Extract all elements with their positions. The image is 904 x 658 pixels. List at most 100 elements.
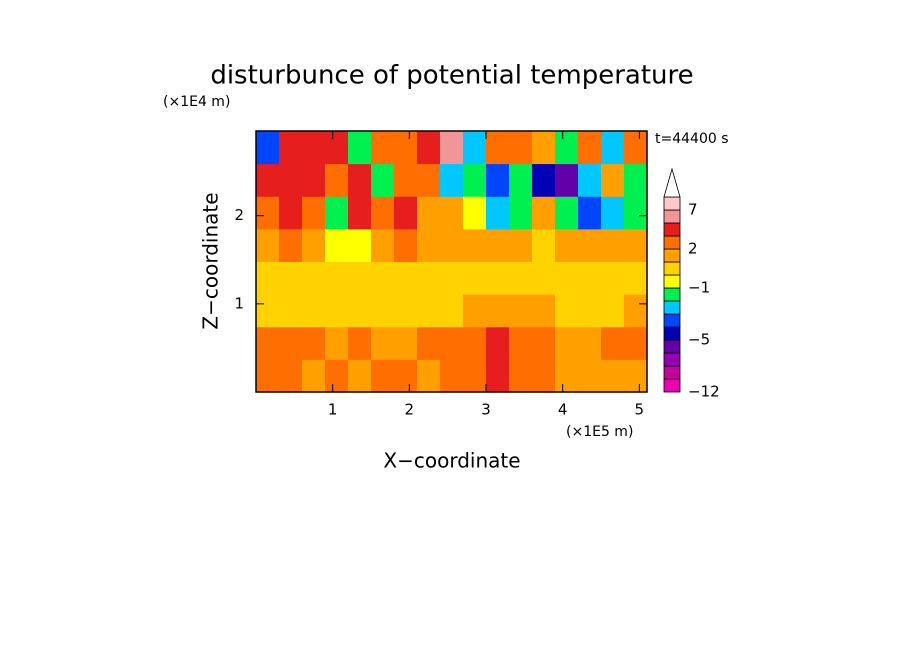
contour-cell bbox=[325, 228, 349, 262]
contour-cell bbox=[256, 261, 280, 295]
colorbar-tick-label: −5 bbox=[688, 331, 710, 349]
contour-cell bbox=[371, 261, 395, 295]
colorbar-segment bbox=[663, 261, 681, 276]
contour-cell bbox=[348, 294, 372, 328]
contour-cell bbox=[601, 359, 625, 393]
contour-cell bbox=[440, 359, 464, 393]
contour-cell bbox=[532, 359, 556, 393]
x-tick-label: 3 bbox=[481, 401, 491, 419]
contour-cell bbox=[325, 163, 349, 197]
contour-cell bbox=[371, 228, 395, 262]
contour-cell bbox=[302, 359, 326, 393]
contour-cell bbox=[302, 196, 326, 230]
contour-cell bbox=[256, 294, 280, 328]
contour-cell bbox=[440, 163, 464, 197]
contour-cell bbox=[394, 196, 418, 230]
x-tick-label: 4 bbox=[558, 401, 568, 419]
colorbar-tick-label: −12 bbox=[688, 383, 720, 401]
contour-cell bbox=[417, 261, 441, 295]
contour-cell bbox=[394, 261, 418, 295]
contour-cell bbox=[509, 163, 533, 197]
contour-cell bbox=[417, 131, 441, 165]
contour-cell bbox=[348, 196, 372, 230]
x-tick-label: 5 bbox=[635, 401, 645, 419]
contour-cell bbox=[578, 131, 602, 165]
contour-cell bbox=[624, 359, 648, 393]
contour-cell bbox=[256, 228, 280, 262]
y-tick-label: 2 bbox=[234, 206, 244, 224]
contour-cell bbox=[532, 261, 556, 295]
contour-cell bbox=[578, 163, 602, 197]
contour-cell bbox=[463, 131, 487, 165]
contour-cell bbox=[578, 359, 602, 393]
contour-cell bbox=[348, 359, 372, 393]
contour-cell bbox=[509, 196, 533, 230]
x-tick-label: 1 bbox=[328, 401, 338, 419]
colorbar-segment bbox=[663, 235, 681, 250]
contour-cell bbox=[440, 131, 464, 165]
contour-cell bbox=[279, 131, 303, 165]
contour-cell bbox=[555, 359, 579, 393]
contour-cell bbox=[279, 261, 303, 295]
contour-cell bbox=[624, 131, 648, 165]
contour-cell bbox=[440, 228, 464, 262]
contour-cell bbox=[302, 131, 326, 165]
contour-cell bbox=[555, 261, 579, 295]
contour-cell bbox=[325, 261, 349, 295]
contour-cell bbox=[463, 261, 487, 295]
contour-cell bbox=[601, 196, 625, 230]
contour-cell bbox=[463, 326, 487, 360]
contour-cell bbox=[371, 359, 395, 393]
contour-cell bbox=[325, 131, 349, 165]
contour-cell bbox=[486, 261, 510, 295]
colorbar-segment bbox=[663, 287, 681, 302]
contour-cell bbox=[624, 196, 648, 230]
contour-cell bbox=[302, 294, 326, 328]
contour-cell bbox=[509, 228, 533, 262]
contour-cell bbox=[417, 163, 441, 197]
contour-cell bbox=[624, 294, 648, 328]
contour-cell bbox=[532, 196, 556, 230]
colorbar-segment bbox=[663, 313, 681, 328]
y-axis-label: Z−coordinate bbox=[199, 192, 223, 329]
contour-cell bbox=[601, 163, 625, 197]
contour-cell bbox=[578, 326, 602, 360]
contour-cell bbox=[279, 163, 303, 197]
colorbar-segment bbox=[663, 248, 681, 263]
contour-cell bbox=[578, 228, 602, 262]
contour-cell bbox=[417, 359, 441, 393]
colorbar-segment bbox=[663, 352, 681, 367]
contour-cell bbox=[279, 359, 303, 393]
contour-cell bbox=[371, 163, 395, 197]
contour-cell bbox=[555, 228, 579, 262]
contour-cell bbox=[601, 228, 625, 262]
contour-cell bbox=[601, 261, 625, 295]
contour-cell bbox=[417, 294, 441, 328]
contour-cell bbox=[440, 196, 464, 230]
contour-cell bbox=[325, 294, 349, 328]
contour-cell bbox=[532, 326, 556, 360]
contour-cell bbox=[371, 294, 395, 328]
contour-cell bbox=[555, 196, 579, 230]
contour-cell bbox=[348, 131, 372, 165]
contour-cell bbox=[509, 261, 533, 295]
contour-cell bbox=[440, 261, 464, 295]
colorbar-segment bbox=[663, 339, 681, 354]
colorbar-segment bbox=[663, 365, 681, 380]
colorbar-segment bbox=[663, 274, 681, 289]
contour-cell bbox=[417, 326, 441, 360]
contour-cell bbox=[624, 261, 648, 295]
contour-cell bbox=[463, 294, 487, 328]
contour-cell bbox=[509, 294, 533, 328]
contour-cell bbox=[532, 294, 556, 328]
contour-cell bbox=[302, 261, 326, 295]
plot-frame bbox=[255, 130, 648, 393]
y-unit-label: (×1E4 m) bbox=[163, 94, 230, 110]
colorbar-tick-label: 7 bbox=[688, 201, 698, 219]
contour-cell bbox=[555, 131, 579, 165]
contour-cell bbox=[394, 326, 418, 360]
colorbar-segment bbox=[663, 378, 681, 393]
contour-cell bbox=[302, 326, 326, 360]
